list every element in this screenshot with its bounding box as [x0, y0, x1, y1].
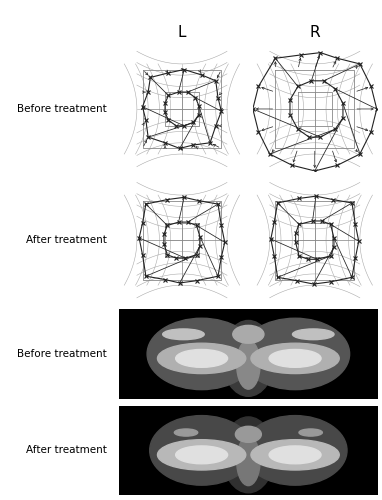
Circle shape [251, 343, 339, 374]
Ellipse shape [174, 429, 198, 436]
Ellipse shape [222, 417, 274, 493]
Circle shape [251, 440, 339, 470]
Circle shape [157, 440, 246, 470]
Circle shape [157, 343, 246, 374]
Ellipse shape [293, 329, 334, 340]
Circle shape [269, 446, 321, 464]
Circle shape [269, 350, 321, 368]
Ellipse shape [150, 416, 254, 485]
Text: After treatment: After treatment [26, 446, 107, 456]
Ellipse shape [222, 320, 274, 396]
Text: Before treatment: Before treatment [17, 104, 107, 114]
Ellipse shape [237, 436, 260, 486]
Ellipse shape [237, 340, 260, 389]
Ellipse shape [233, 326, 264, 343]
Ellipse shape [243, 416, 347, 485]
Ellipse shape [163, 329, 204, 340]
Ellipse shape [147, 318, 256, 390]
Text: L: L [178, 25, 186, 40]
Ellipse shape [299, 429, 322, 436]
Text: Before treatment: Before treatment [17, 349, 107, 359]
Text: R: R [309, 25, 320, 40]
Circle shape [176, 446, 228, 464]
Ellipse shape [241, 318, 350, 390]
Ellipse shape [235, 426, 261, 442]
Circle shape [176, 350, 228, 368]
Text: After treatment: After treatment [26, 235, 107, 245]
